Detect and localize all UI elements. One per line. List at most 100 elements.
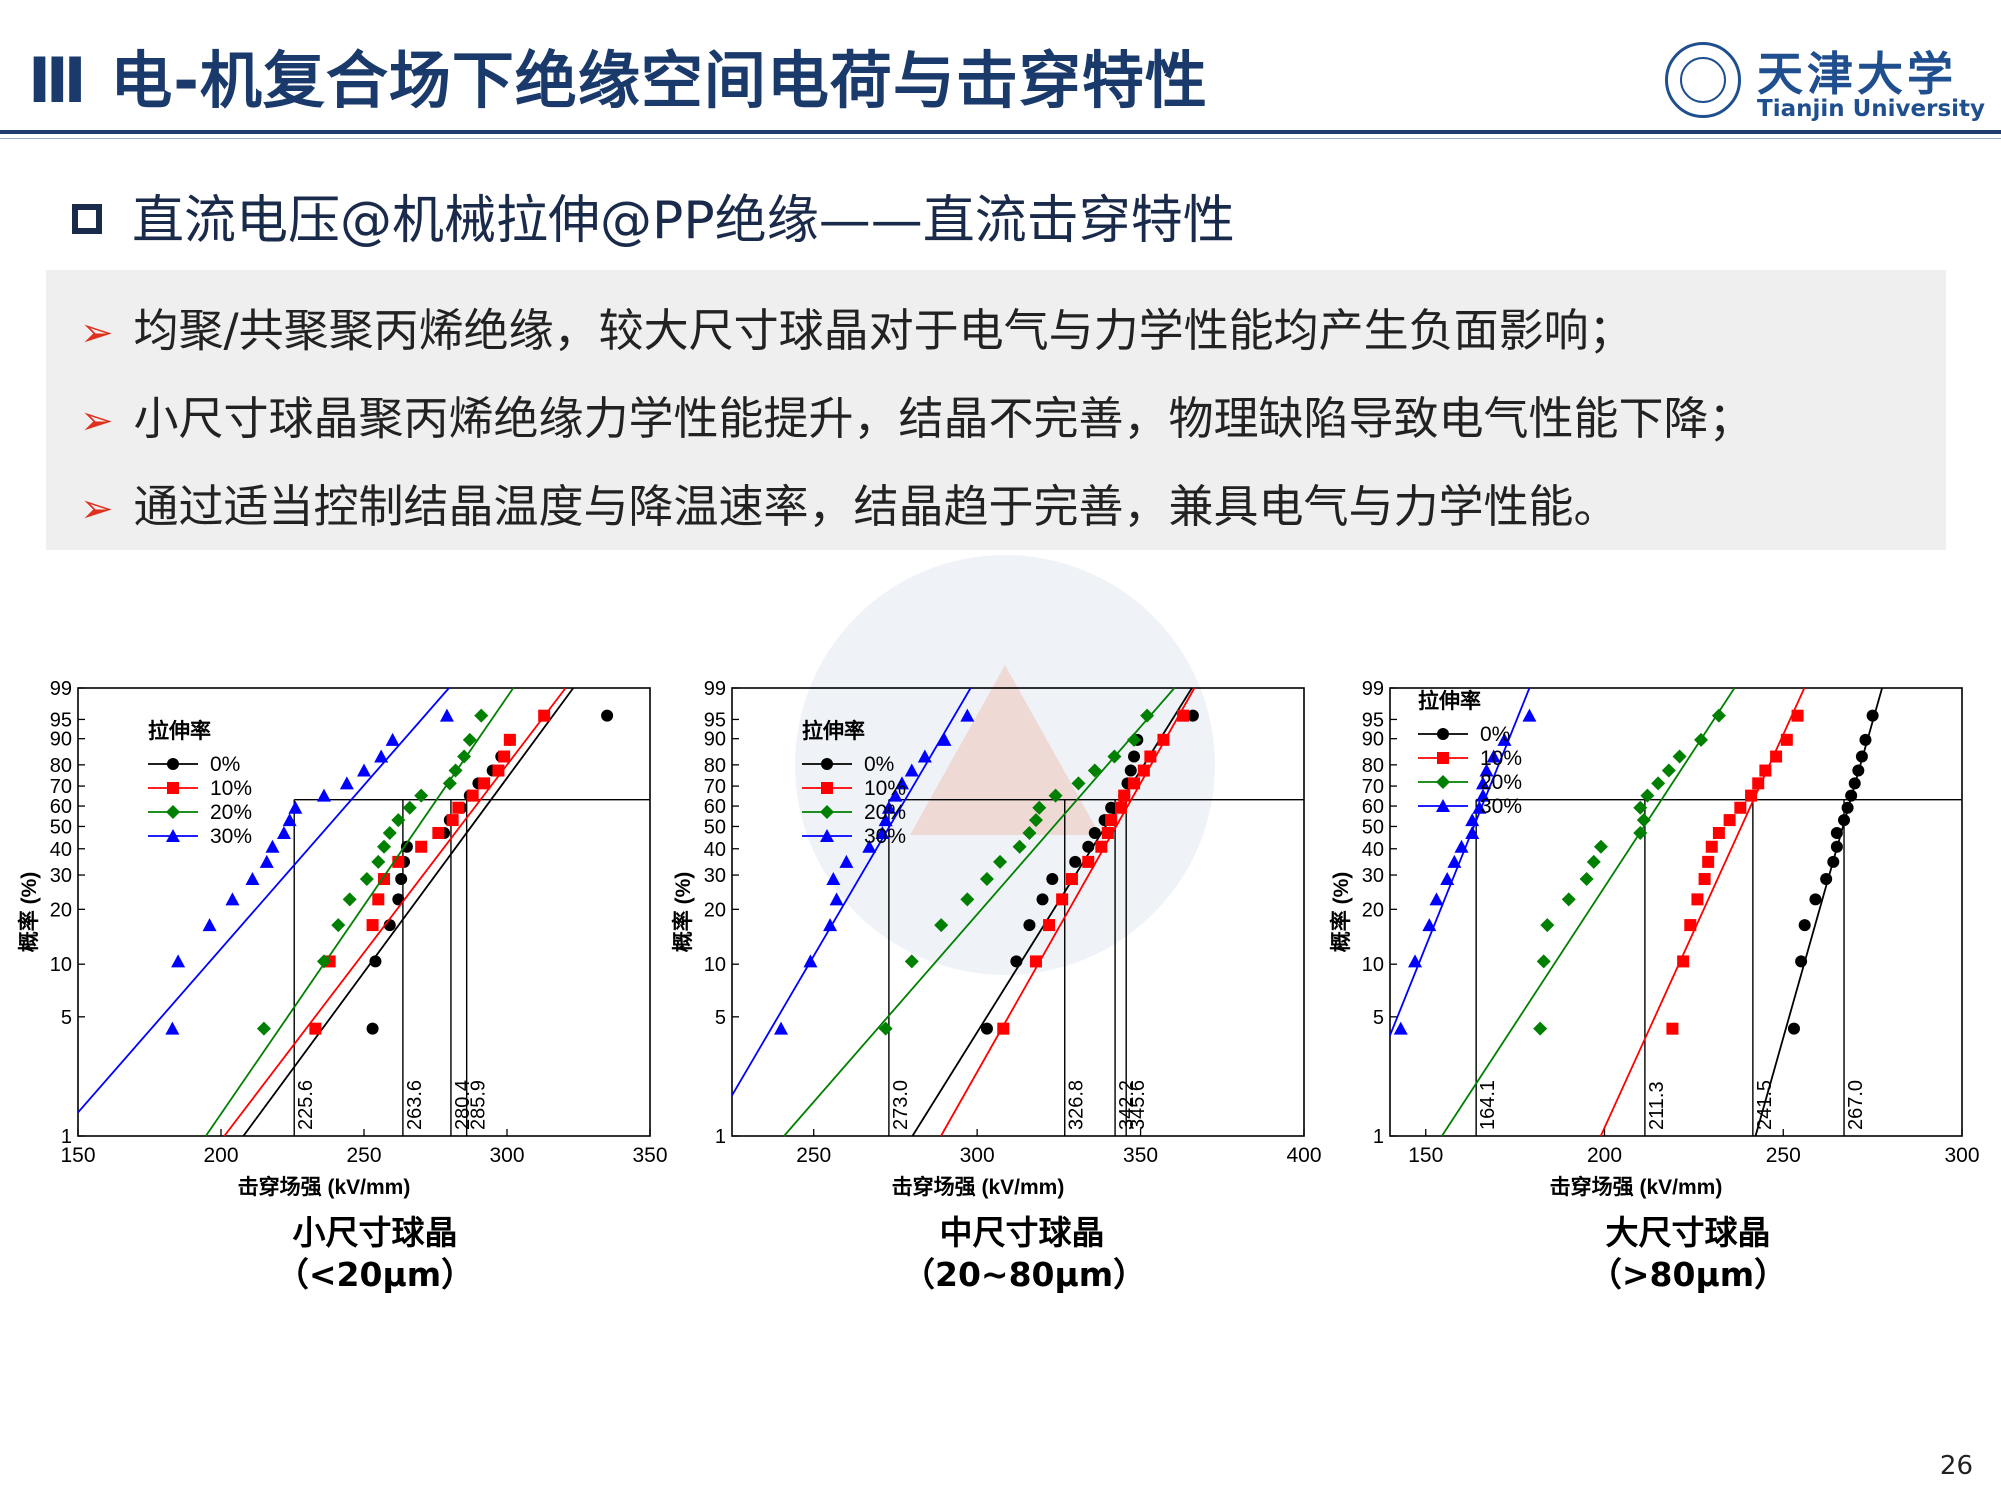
- data-point-10pct: [498, 750, 511, 763]
- data-point-20pct: [1640, 788, 1655, 803]
- caption-line2: （<20μm）: [275, 1255, 475, 1294]
- data-point-20pct: [377, 839, 392, 854]
- legend-label: 10%: [1480, 747, 1522, 770]
- scale-parameter-label: 285.9: [468, 1080, 490, 1130]
- data-point-20pct: [1579, 872, 1594, 887]
- data-point-30pct: [385, 732, 400, 746]
- data-point-10pct: [1705, 840, 1718, 853]
- data-point-30pct: [1440, 872, 1455, 886]
- scale-parameter-label: 342.2: [1116, 1080, 1138, 1130]
- legend-label: 0%: [864, 753, 894, 776]
- data-point-20pct: [402, 800, 417, 815]
- y-tick-label: 50: [50, 816, 72, 838]
- data-point-30pct: [165, 1021, 180, 1035]
- data-point-10pct: [1128, 777, 1141, 790]
- data-point-0pct: [1855, 750, 1868, 763]
- data-point-30pct: [823, 918, 838, 932]
- data-point-30pct: [862, 839, 877, 853]
- legend-label: 30%: [210, 825, 252, 848]
- data-point-0pct: [1036, 893, 1049, 906]
- legend-label: 0%: [210, 753, 240, 776]
- data-point-20pct: [316, 954, 331, 969]
- data-point-20pct: [1048, 788, 1063, 803]
- data-point-10pct: [1114, 801, 1127, 814]
- square-bullet-icon: [72, 204, 102, 234]
- data-point-10pct: [1137, 764, 1150, 777]
- data-point-30pct: [1522, 708, 1537, 722]
- y-tick-label: 30: [1362, 865, 1384, 887]
- data-point-20pct: [414, 788, 429, 803]
- data-point-0pct: [1105, 801, 1118, 814]
- y-tick-label: 70: [704, 776, 726, 798]
- section-heading-text: 直流电压@机械拉伸@PP绝缘——直流击穿特性: [132, 191, 1235, 251]
- x-tick-label: 300: [1944, 1144, 1979, 1167]
- data-point-30pct: [1497, 732, 1512, 746]
- data-point-0pct: [1795, 955, 1808, 968]
- data-point-10pct: [1780, 733, 1793, 746]
- legend-marker: [1437, 728, 1449, 740]
- data-point-0pct: [1082, 840, 1095, 853]
- data-point-10pct: [366, 919, 379, 932]
- data-point-30pct: [439, 708, 454, 722]
- data-point-10pct: [1691, 893, 1704, 906]
- data-point-0pct: [1848, 777, 1861, 790]
- bullet-item: ➢ 均聚/共聚聚丙烯绝缘，较大尺寸球晶对于电气与力学性能均产生负面影响；: [80, 294, 1634, 359]
- fit-line-10pct: [940, 687, 1196, 1137]
- data-point-20pct: [1032, 800, 1047, 815]
- data-point-20pct: [1672, 749, 1687, 764]
- y-tick-label: 20: [704, 899, 726, 921]
- x-tick-label: 200: [1587, 1144, 1622, 1167]
- data-point-10pct: [1684, 919, 1697, 932]
- data-point-20pct: [979, 872, 994, 887]
- data-point-20pct: [1536, 954, 1551, 969]
- data-point-10pct: [446, 814, 459, 827]
- y-tick-label: 99: [50, 678, 72, 700]
- plot-frame: [731, 687, 1305, 1137]
- data-point-30pct: [202, 918, 217, 932]
- x-tick-label: 350: [1123, 1144, 1158, 1167]
- y-tick-label: 95: [704, 709, 726, 731]
- data-point-20pct: [878, 1021, 893, 1036]
- fit-line-20pct: [783, 687, 1176, 1137]
- data-point-0pct: [1830, 840, 1843, 853]
- caption-line1: 大尺寸球晶: [1605, 1213, 1771, 1252]
- legend-marker: [821, 758, 833, 770]
- data-point-30pct: [1479, 763, 1494, 777]
- data-point-30pct: [339, 776, 354, 790]
- data-point-10pct: [415, 840, 428, 853]
- legend-title: 拉伸率: [148, 719, 211, 743]
- y-tick-label: 10: [50, 954, 72, 976]
- data-point-10pct: [1065, 873, 1078, 886]
- y-tick-label: 50: [1362, 816, 1384, 838]
- data-point-10pct: [1101, 826, 1114, 839]
- y-tick-label: 90: [704, 729, 726, 751]
- data-point-30pct: [1408, 954, 1423, 968]
- data-point-10pct: [1752, 777, 1765, 790]
- data-point-30pct: [960, 708, 975, 722]
- x-tick-label: 250: [1766, 1144, 1801, 1167]
- y-tick-label: 1: [1373, 1126, 1384, 1148]
- data-point-0pct: [1841, 801, 1854, 814]
- caption-line2: （>80μm）: [1588, 1255, 1788, 1294]
- data-point-10pct: [1666, 1022, 1679, 1035]
- legend-label: 0%: [1480, 723, 1510, 746]
- bullet-text: 通过适当控制结晶温度与降温速率，结晶趋于完善，兼具电气与力学性能。: [133, 480, 1619, 533]
- data-point-10pct: [1157, 733, 1170, 746]
- legend-label: 30%: [1480, 795, 1522, 818]
- data-point-20pct: [391, 813, 406, 828]
- fit-line-20pct: [205, 687, 515, 1137]
- data-point-30pct: [774, 1021, 789, 1035]
- data-point-10pct: [372, 893, 385, 906]
- data-point-30pct: [937, 732, 952, 746]
- data-point-30pct: [245, 872, 260, 886]
- legend-marker: [166, 829, 180, 842]
- data-point-10pct: [1698, 873, 1711, 886]
- scale-parameter-label: 267.0: [1845, 1080, 1867, 1130]
- chart-caption-large: 大尺寸球晶 （>80μm）: [1568, 1212, 1808, 1296]
- x-tick-label: 250: [796, 1144, 831, 1167]
- y-tick-label: 5: [1373, 1007, 1384, 1029]
- data-point-0pct: [1186, 709, 1199, 722]
- y-tick-label: 10: [704, 954, 726, 976]
- legend-title: 拉伸率: [1418, 689, 1481, 713]
